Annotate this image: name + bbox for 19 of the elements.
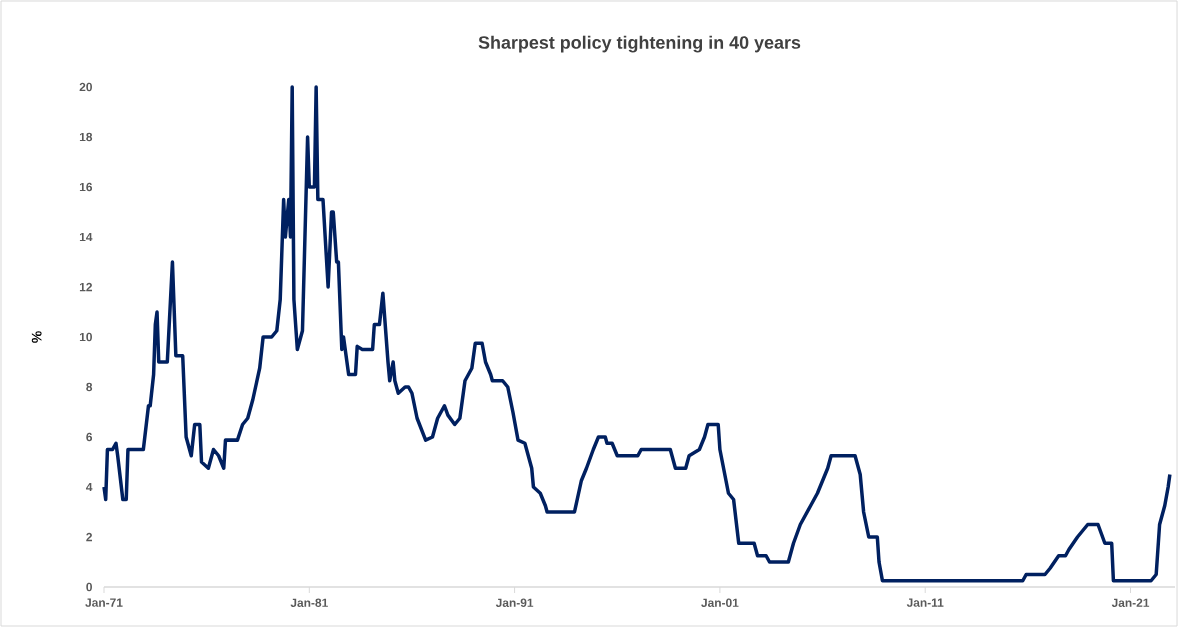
y-tick-label: 16 xyxy=(79,182,93,192)
x-tick-label: Jan-91 xyxy=(495,598,534,607)
y-tick-label: 12 xyxy=(79,282,92,292)
x-tick-label: Jan-71 xyxy=(85,598,123,607)
x-tick-label: Jan-21 xyxy=(1111,598,1150,607)
y-tick-label: 6 xyxy=(86,432,93,442)
chart-title: Sharpest policy tightening in 40 years xyxy=(478,35,801,53)
y-tick-label: 0 xyxy=(86,582,92,592)
y-tick-label: 2 xyxy=(86,532,92,542)
y-tick-label: 4 xyxy=(86,482,93,492)
y-tick-label: 8 xyxy=(86,382,93,392)
x-tick-label: Jan-01 xyxy=(701,598,739,607)
y-axis-title: % xyxy=(31,331,42,343)
x-tick-label: Jan-81 xyxy=(290,598,328,607)
y-tick-label: 18 xyxy=(79,132,93,142)
y-tick-label: 10 xyxy=(79,332,92,342)
y-tick-label: 20 xyxy=(79,82,92,92)
y-tick-label: 14 xyxy=(79,232,93,242)
x-tick-label: Jan-11 xyxy=(906,598,944,607)
